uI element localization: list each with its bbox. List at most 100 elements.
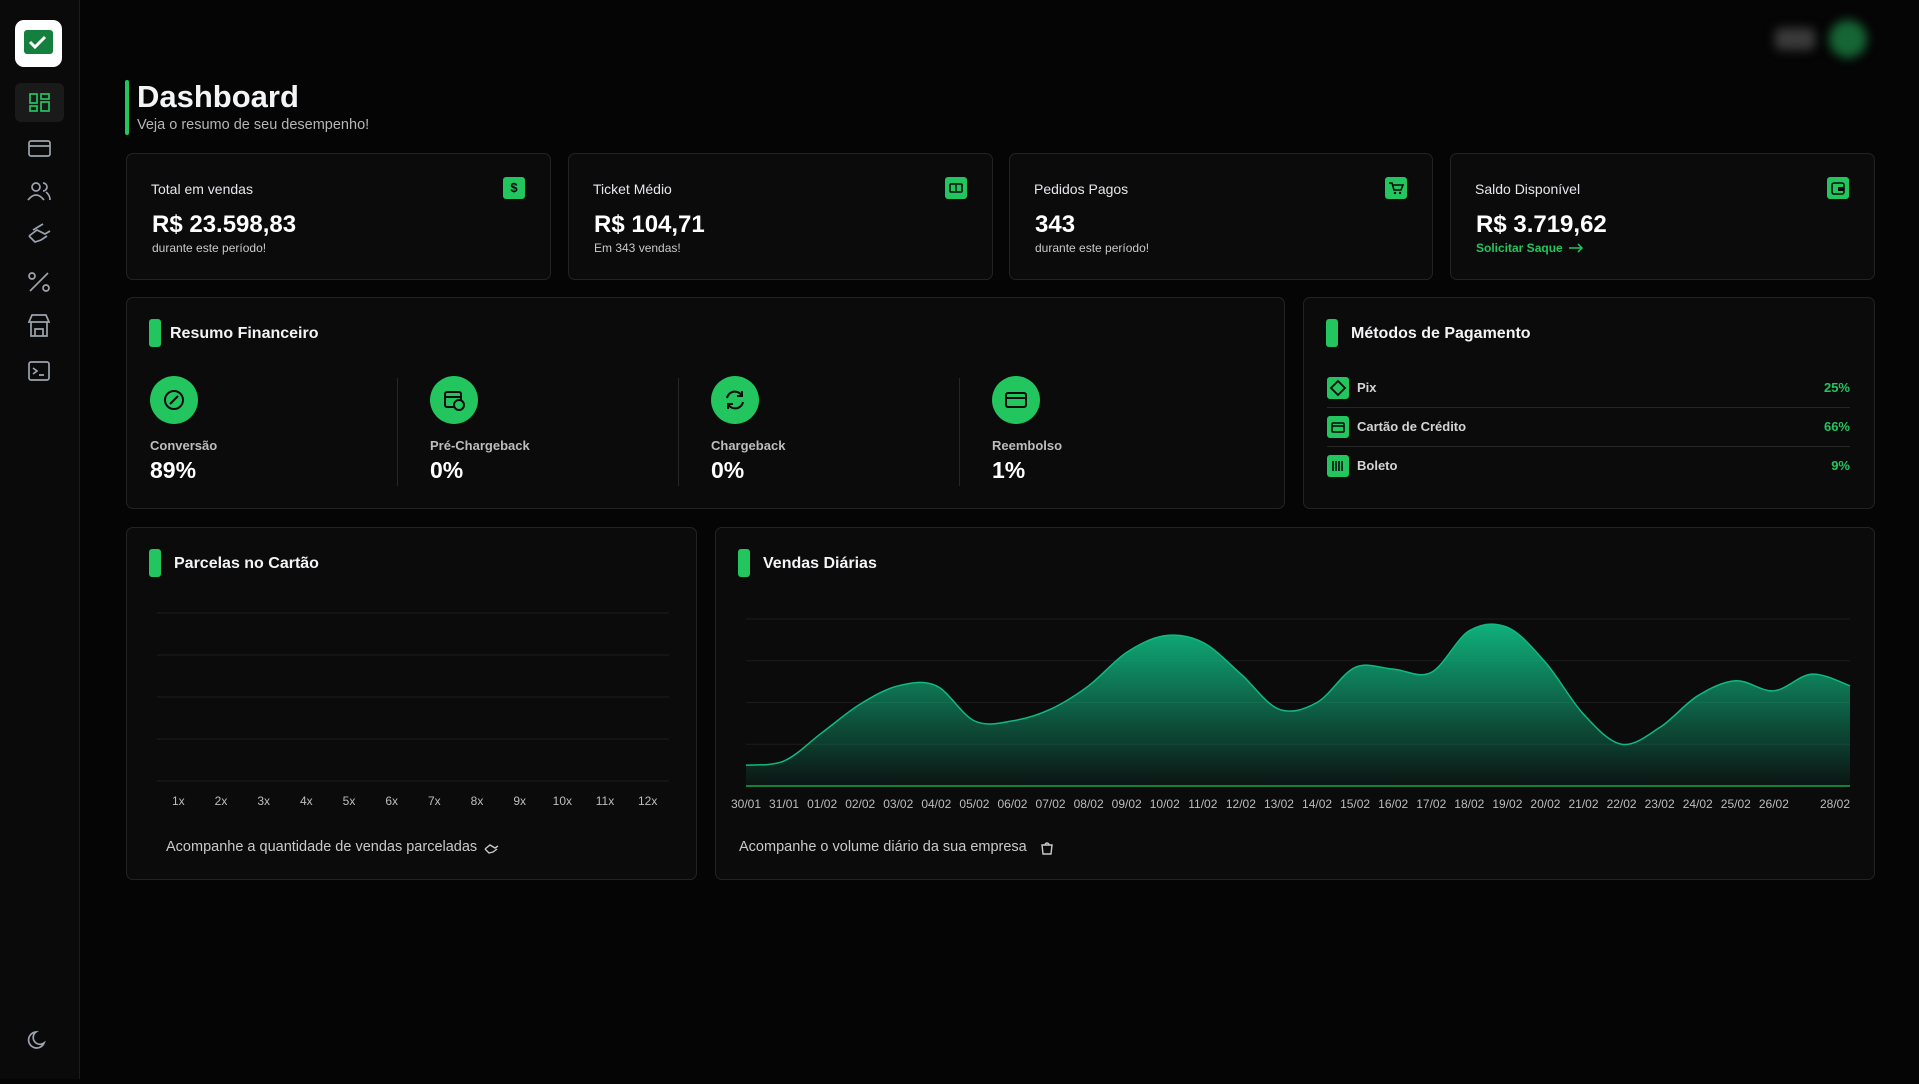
icon-part [453,399,465,411]
stat-icon [945,177,967,199]
icon-glyph [1005,392,1027,408]
withdraw-link[interactable]: Solicitar Saque [1476,241,1563,255]
icon-glyph: $ [510,180,518,195]
caption-icon [484,844,499,854]
metric-icon [711,376,759,424]
metric-icon [992,376,1040,424]
nav-fees[interactable] [28,272,50,292]
row-divider [1327,407,1850,408]
sidebar-icons [15,20,64,1049]
icon-glyph [444,391,465,411]
user-name [1775,28,1815,50]
method-name: Cartão de Crédito [1357,419,1467,434]
x-tick-label: 20/02 [1530,797,1560,811]
panel-title: Resumo Financeiro [170,325,319,342]
metric-divider [397,378,398,486]
payment-methods-panel: Métodos de Pagamento Pix 25% Cartão de Cré… [1303,297,1875,509]
x-tick-label: 4x [300,794,313,808]
metric-divider [678,378,679,486]
icon-bg [1327,377,1349,399]
logo-check [28,35,47,50]
x-tick-label: 21/02 [1569,797,1599,811]
icon-part [1329,379,1347,397]
x-tick-label: 11x [596,794,614,808]
page-subtitle: Veja o resumo de seu desempenho! [137,117,370,133]
icon-part [1332,461,1343,471]
metric-label: Conversão [150,438,218,453]
x-tick-label: 07/02 [1036,797,1066,811]
stat-icon: $ [503,177,525,199]
x-tick-label: 6x [385,794,398,808]
nav-store[interactable] [27,314,51,337]
icon-glyph [726,390,744,410]
x-tick-label: 2x [215,794,228,808]
icon-part: $ [510,180,518,195]
metric-label: Chargeback [711,438,786,453]
icon-part [164,390,184,410]
stat-label: Ticket Médio [593,181,672,197]
method-icon [1327,416,1349,438]
chart-caption: Acompanhe o volume diário da sua empresa [739,839,1027,855]
nav-terminal[interactable] [28,361,50,381]
metric-label: Pré-Chargeback [430,438,530,453]
x-tick-label: 05/02 [959,797,989,811]
user-avatar[interactable] [1829,20,1867,58]
icon-part [1838,187,1844,191]
x-tick-label: 11/02 [1188,797,1217,811]
installments-panel: Parcelas no Cartão 1x 2x 3x 4x 5x 6x 7x 8x 9x 10x… [126,527,697,880]
chart-caption: Acompanhe a quantidade de vendas parcela… [166,839,478,855]
x-tick-label: 25/02 [1721,797,1751,811]
stat-value: R$ 23.598,83 [152,211,297,238]
nav-customers[interactable] [27,182,51,201]
icon-glyph [1329,379,1347,397]
x-tick-label: 19/02 [1492,797,1522,811]
x-tick-label: 10/02 [1150,797,1180,811]
stat-card: Pedidos Pagos 343 durante este período! [1009,153,1433,280]
icon-bg [711,376,759,424]
panel-accent [738,549,750,577]
panel-title: Métodos de Pagamento [1351,325,1531,342]
method-share: 66% [1823,419,1850,434]
icon-bg [1327,455,1349,477]
x-tick-label: 08/02 [1074,797,1104,811]
nav-payments[interactable] [28,140,51,157]
icon-glyph [1331,422,1345,433]
sidebar [0,0,80,1079]
x-tick-label: 15/02 [1340,797,1370,811]
page-title: Dashboard [137,79,299,114]
caption-icon [1041,842,1053,855]
stat-card: Saldo Disponível R$ 3.719,62 Solicitar Saq… [1450,153,1875,280]
x-tick-label: 13/02 [1264,797,1294,811]
theme-toggle[interactable] [27,1030,46,1049]
stat-icon [1827,177,1849,199]
x-tick-label: 18/02 [1454,797,1484,811]
stat-note: durante este período! [1035,241,1150,255]
link-arrow [1569,243,1584,253]
icon-glyph [164,390,184,410]
icon-bg [1327,416,1349,438]
x-tick-label: 09/02 [1112,797,1142,811]
metric-divider [959,378,960,486]
method-icon [1327,377,1349,399]
method-share: 25% [1823,380,1850,395]
x-tick-label: 01/02 [807,797,837,811]
chart: 30/01 31/01 01/02 02/02 03/02 04/02 05/02 06/02… [731,618,1850,811]
x-tick-label: 28/02 [1820,797,1850,811]
metric-value: 0% [711,457,745,483]
stat-label: Total em vendas [151,181,253,197]
icon-part [949,183,963,193]
icon-bg [430,376,478,424]
metric-icon [150,376,198,424]
icon-part [484,844,499,854]
x-tick-label: 03/02 [883,797,913,811]
icon-glyph [1332,461,1343,471]
x-tick-label: 26/02 [1759,797,1789,811]
metric-value: 1% [992,457,1026,483]
nav-affiliates[interactable] [28,223,51,243]
x-tick-label: 22/02 [1607,797,1637,811]
x-tick-label: 1x [172,794,185,808]
icon-part [1393,191,1397,195]
stat-card: Total em vendas R$ 23.598,83 durante este … [126,153,551,280]
stat-card: Ticket Médio R$ 104,71 Em 343 vendas! [568,153,993,280]
nav-dashboard[interactable] [29,93,50,112]
